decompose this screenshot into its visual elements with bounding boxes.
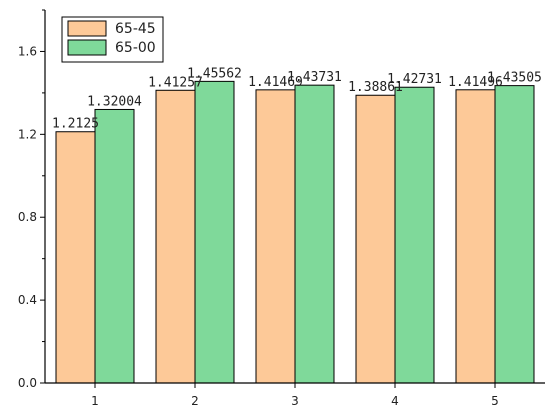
data-label-series-2-cat-4: 1.42731 [387, 72, 442, 87]
y-tick-label: 0.8 [18, 210, 37, 224]
y-tick-label: 1.2 [18, 127, 37, 141]
x-tick-label: 4 [391, 394, 399, 408]
legend-swatch-series-2 [67, 39, 107, 56]
data-label-series-2-cat-1: 1.32004 [87, 94, 142, 109]
x-tick-label: 1 [91, 394, 99, 408]
bars-layer [55, 80, 535, 384]
data-label-series-2-cat-5: 1.43505 [487, 71, 542, 86]
bar-series-2-cat-1 [94, 108, 135, 384]
bar-series-2-cat-3 [294, 84, 335, 384]
data-label-series-2-cat-3: 1.43731 [287, 70, 342, 85]
x-tick-label: 2 [191, 394, 199, 408]
bar-series-2-cat-5 [494, 85, 535, 384]
legend-label-series-2: 65-00 [115, 40, 156, 56]
bar-series-1-cat-2 [155, 89, 196, 384]
bar-series-1-cat-5 [455, 89, 496, 384]
bar-series-1-cat-4 [355, 94, 396, 384]
y-tick-label: 1.6 [18, 44, 37, 58]
bar-series-1-cat-1 [55, 131, 96, 384]
axes-layer: 0.0 0.4 0.8 1.2 1.6 1 2 3 4 5 [18, 9, 545, 408]
data-label-series-1-cat-2: 1.41257 [148, 75, 203, 90]
x-tick-label: 5 [491, 394, 499, 408]
data-labels-layer: 1.2125 1.41257 1.41469 1.38861 1.41496 1.3200… [52, 66, 542, 131]
y-tick-label: 0.4 [18, 293, 37, 307]
legend-swatch-series-1 [67, 20, 107, 37]
data-label-series-1-cat-5: 1.41496 [448, 75, 503, 90]
bar-series-2-cat-2 [194, 80, 235, 384]
data-label-series-1-cat-3: 1.41469 [248, 75, 303, 90]
legend: 65-45 65-00 [61, 16, 164, 63]
y-tick-label: 0.0 [18, 376, 37, 390]
data-label-series-2-cat-2: 1.45562 [187, 66, 242, 81]
bar-series-1-cat-3 [255, 89, 296, 384]
x-tick-label: 3 [291, 394, 299, 408]
data-label-series-1-cat-4: 1.38861 [348, 80, 403, 95]
bar-series-2-cat-4 [394, 86, 435, 384]
data-label-series-1-cat-1: 1.2125 [52, 117, 99, 132]
legend-label-series-1: 65-45 [115, 21, 156, 37]
